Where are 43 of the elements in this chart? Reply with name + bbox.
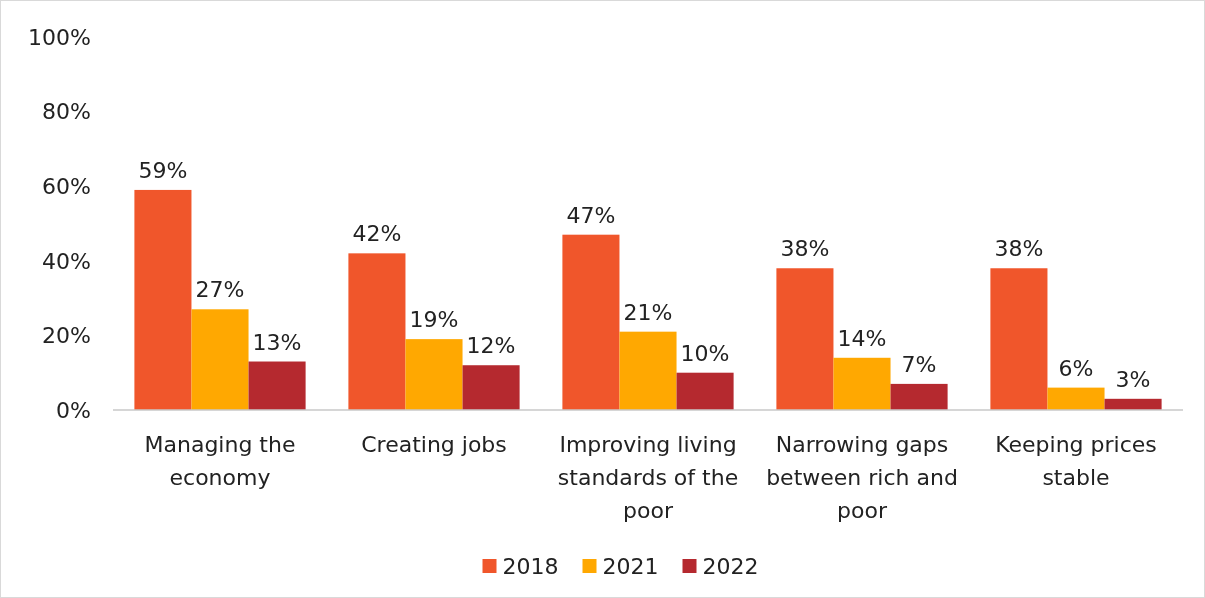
bar bbox=[405, 339, 463, 410]
data-label: 6% bbox=[1058, 355, 1094, 381]
bar bbox=[890, 383, 948, 410]
data-label: 42% bbox=[352, 221, 402, 247]
x-tick-label: Narrowing gaps between rich and poor bbox=[766, 432, 958, 523]
bar bbox=[1047, 387, 1105, 410]
data-label: 10% bbox=[680, 340, 730, 366]
bar bbox=[833, 357, 891, 410]
data-label: 21% bbox=[623, 299, 673, 325]
bar bbox=[248, 361, 306, 410]
y-tick-label: 0% bbox=[56, 397, 91, 423]
data-label: 59% bbox=[138, 157, 188, 183]
bar bbox=[462, 365, 520, 410]
bar bbox=[348, 253, 406, 410]
bar bbox=[191, 309, 249, 410]
data-label: 14% bbox=[837, 325, 887, 351]
x-tick-label: Keeping prices stable bbox=[995, 432, 1157, 490]
y-tick-label: 80% bbox=[42, 99, 91, 125]
bar bbox=[562, 234, 620, 410]
legend-label: 2018 bbox=[502, 553, 559, 579]
data-label: 13% bbox=[252, 329, 302, 355]
data-label: 38% bbox=[780, 236, 830, 262]
legend-label: 2021 bbox=[602, 553, 659, 579]
bar bbox=[990, 268, 1048, 410]
data-label: 27% bbox=[195, 277, 245, 303]
data-label: 7% bbox=[901, 351, 937, 377]
x-tick-label: Creating jobs bbox=[361, 432, 507, 457]
legend-label: 2022 bbox=[702, 553, 759, 579]
bar bbox=[776, 268, 834, 410]
data-label: 12% bbox=[466, 333, 516, 359]
data-label: 3% bbox=[1115, 366, 1151, 392]
bar bbox=[676, 372, 734, 410]
y-tick-label: 40% bbox=[42, 248, 91, 274]
bar bbox=[134, 189, 192, 410]
y-tick-label: 100% bbox=[28, 24, 91, 50]
data-label: 19% bbox=[409, 307, 459, 333]
y-tick-label: 20% bbox=[42, 323, 91, 349]
data-label: 38% bbox=[994, 236, 1044, 262]
y-tick-label: 60% bbox=[42, 173, 91, 199]
x-tick-label: Improving living standards of the poor bbox=[557, 432, 739, 523]
bar bbox=[619, 331, 677, 410]
x-tick-label: Managing the economy bbox=[144, 432, 296, 490]
data-label: 47% bbox=[566, 202, 616, 228]
